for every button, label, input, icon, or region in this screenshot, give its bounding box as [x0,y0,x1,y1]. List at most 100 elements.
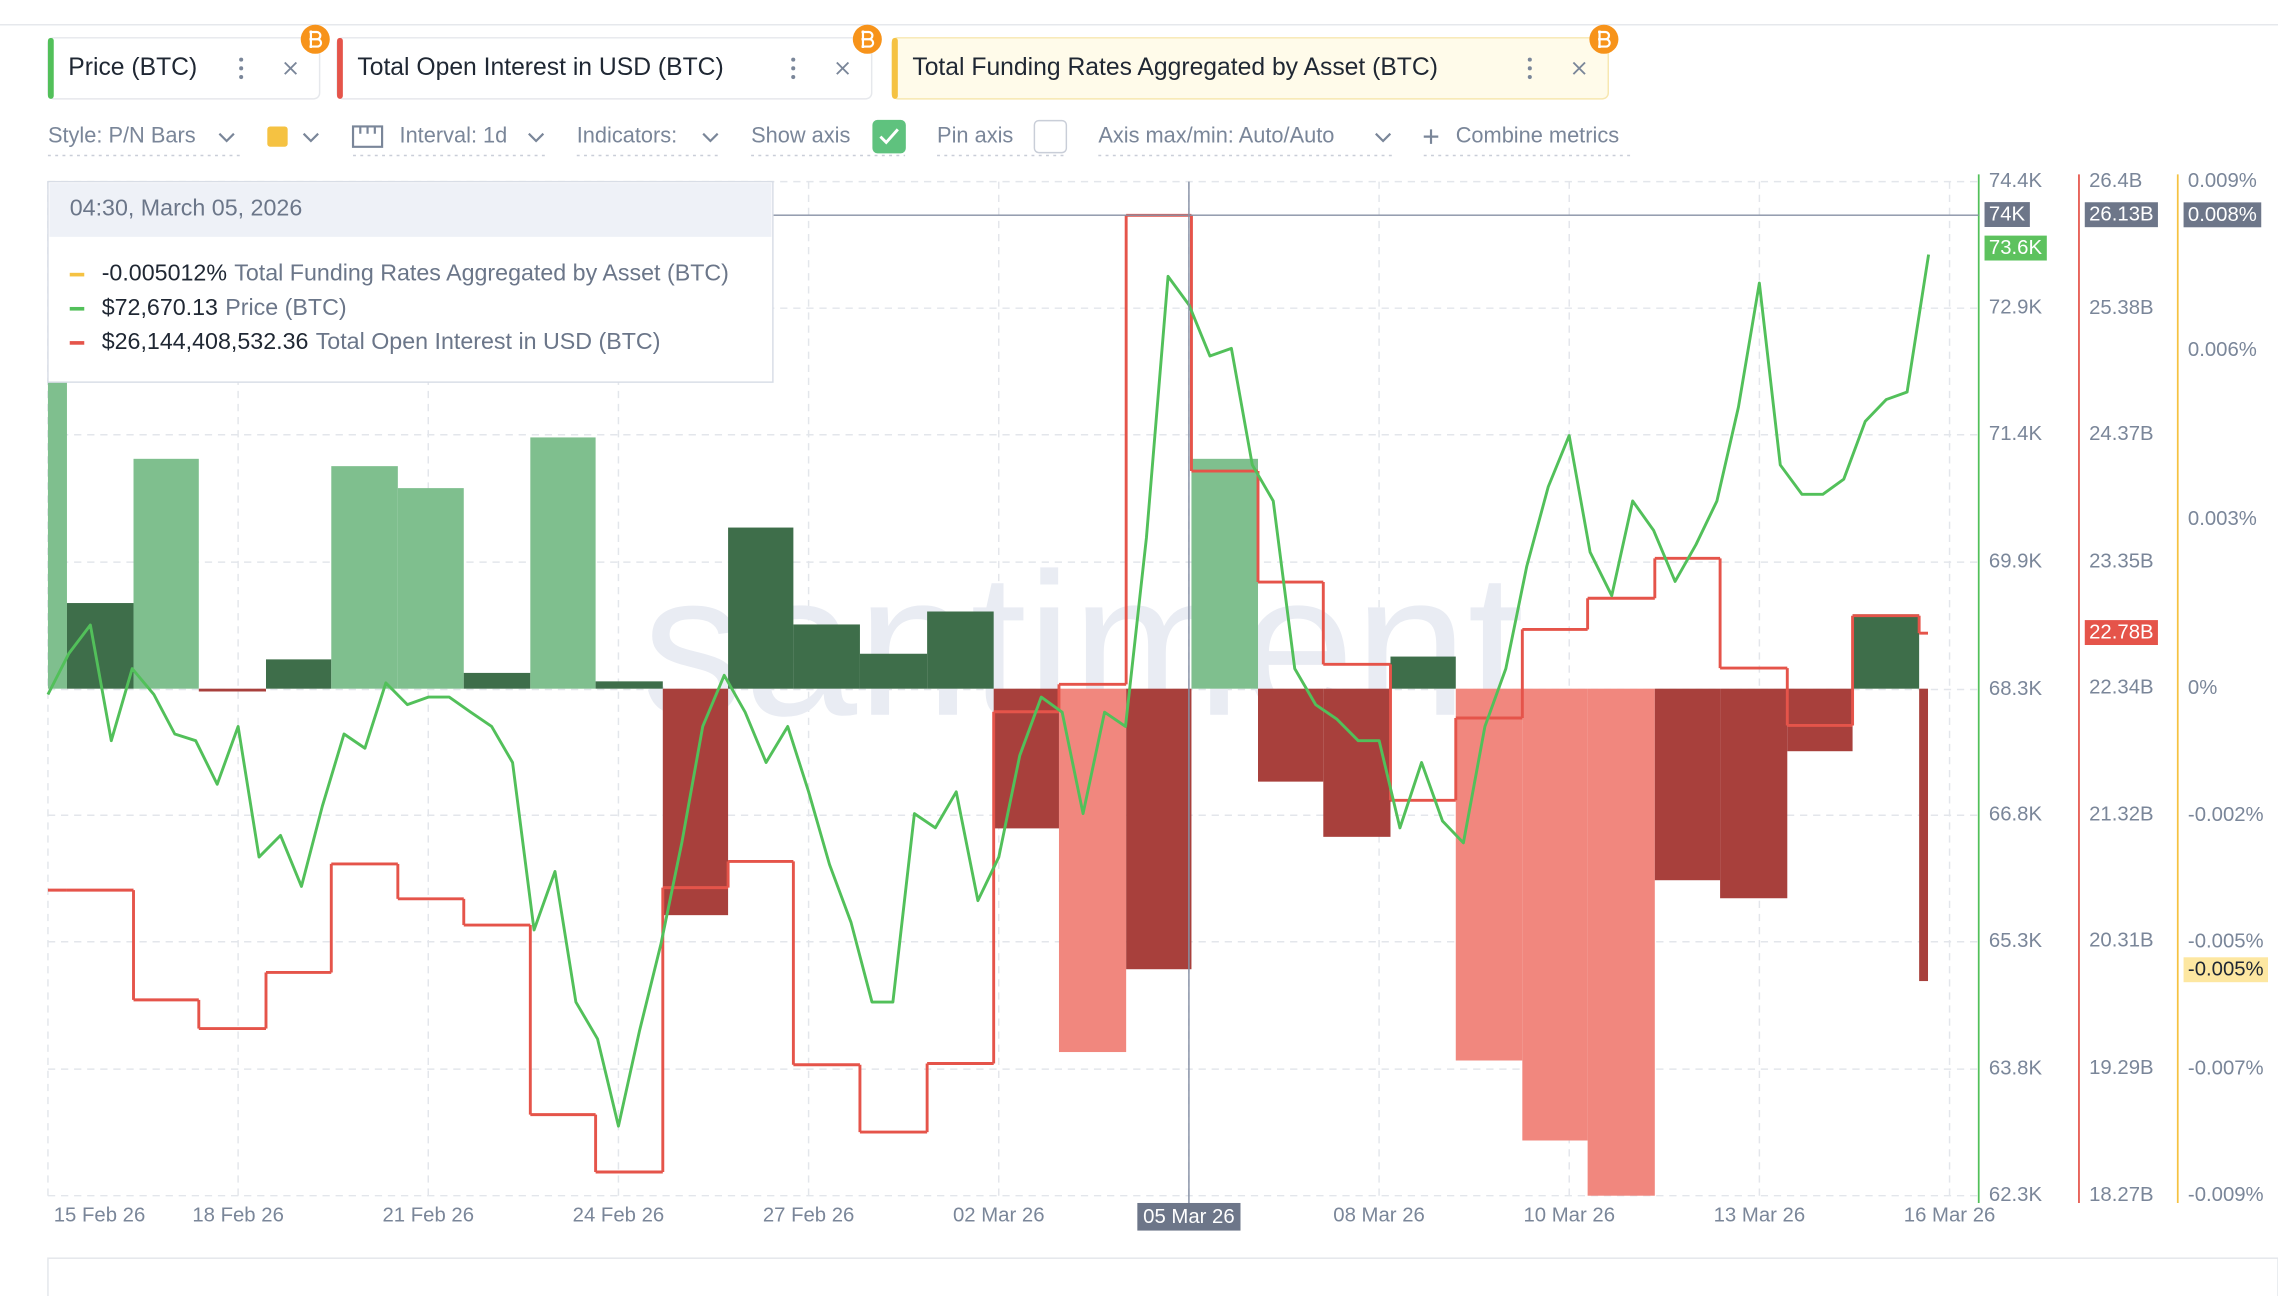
funding-bar [927,611,994,689]
toolbar: Style: P/N Bars Interval: 1d Indicators:… [48,119,1635,157]
tab-label: Price (BTC) [68,54,197,81]
y-tick-label: 0.006% [2188,339,2257,361]
tab-stripe [47,37,54,99]
x-tick-label: 24 Feb 26 [573,1204,665,1226]
metric-tabs: Price (BTC) Total Open Interest in USD (B… [47,24,1619,100]
close-icon[interactable] [836,61,850,75]
axis-badge-label: 26.13B [2089,204,2153,226]
x-tick-label: 08 Mar 26 [1333,1204,1425,1226]
menu-dot [239,66,244,71]
x-tick-label: 15 Feb 26 [54,1204,146,1226]
crosshair-date-badge [1137,1202,1241,1231]
menu-dot [791,57,796,62]
x-tick-label: 16 Mar 26 [1904,1204,1996,1226]
bitcoin-glyph [861,30,875,48]
funding-bar [1323,688,1391,837]
tab-stripe [337,37,343,99]
y-tick-label: -0.005% [2188,931,2264,953]
chevron [702,132,719,143]
y-tick-label: 0.003% [2188,508,2257,530]
menu-dot [1527,66,1532,71]
menu-dot [791,66,796,71]
close-icon[interactable] [1572,61,1586,75]
bitcoin-glyph [1598,30,1611,48]
axis-badge [2084,202,2158,228]
chevron [528,132,545,143]
chart: santiment.74.4K72.9K71.4K69.9K68.3K66.8K… [46,170,2269,1231]
combine-metrics[interactable]: Combine metrics [1456,122,1620,147]
y-tick-label: 62.3K [1989,1184,2043,1206]
axis-minmax-select[interactable]: Axis max/min: Auto/Auto [1098,122,1334,147]
funding-bar [1720,688,1788,899]
tooltip-value: $72,670.13 [102,294,218,320]
tooltip-header [49,183,772,237]
metric-tab[interactable]: Total Funding Rates Aggregated by Asset … [891,24,1619,100]
y-tick-label: 71.4K [1989,423,2043,445]
y-tick-label: 65.3K [1989,930,2043,952]
interval-select[interactable]: Interval: 1d [400,122,508,147]
axis-badge [1984,235,2047,261]
bitcoin-glyph [309,30,323,48]
funding-bar [1455,688,1523,1061]
plus-icon [1423,129,1439,144]
chevron [302,132,319,143]
funding-bar [793,624,860,689]
menu-dot [791,75,796,80]
tooltip-title: 04:30, March 05, 2026 [70,194,303,220]
show-axis-label[interactable]: Show axis [751,122,850,147]
checkbox[interactable] [1033,119,1068,154]
check-mark [879,128,899,145]
indicators-select[interactable]: Indicators: [577,122,677,147]
tab-label: Total Open Interest in USD (BTC) [357,54,723,81]
y-tick-label: 0% [2188,677,2217,699]
y-tick-label: 24.37B [2089,423,2153,445]
y-tick-label: -0.007% [2188,1057,2264,1079]
navigator[interactable] [47,1257,2278,1296]
y-tick-label: 68.3K [1989,678,2043,700]
tooltip-value: $26,144,408,532.36 [102,328,309,354]
style-select[interactable]: Style: P/N Bars [48,122,196,147]
show-axis-checkbox[interactable] [872,119,906,154]
x-tick-label: 02 Mar 26 [953,1204,1045,1226]
y-tick-label: -0.009% [2188,1184,2264,1206]
close-icon[interactable] [284,61,298,75]
funding-bar [1126,688,1192,970]
funding-bar [1191,458,1259,689]
tab-stripe [892,37,898,99]
funding-bar [47,370,67,689]
pin-axis-label[interactable]: Pin axis [937,122,1013,147]
y-tick-label: 20.31B [2089,930,2153,952]
tooltip-row: $26,144,408,532.36 Total Open Interest in… [102,328,661,354]
y-tick-label: 69.9K [1989,551,2043,573]
axis-badge-label: 74K [1989,204,2026,226]
pin-axis-checkbox[interactable] [1033,119,1068,154]
chevron [1375,132,1392,143]
y-tick-label: 66.8K [1989,804,2043,826]
axis-badge-label: 22.78B [2089,622,2153,644]
menu-dot [239,75,244,80]
axis-badge-label: 0.008% [2188,204,2257,226]
funding-bar [1587,688,1655,1196]
funding-bar [728,527,794,689]
ruler-icon [351,125,384,148]
y-tick-label: 0.009% [2188,170,2257,192]
color-picker[interactable] [267,126,288,147]
y-tick-label: 25.38B [2089,297,2153,319]
tab-label: Total Funding Rates Aggregated by Asset … [912,54,1438,81]
checkbox[interactable] [872,119,906,154]
metric-tab[interactable]: Total Open Interest in USD (BTC) [336,24,882,100]
menu-dot [1527,57,1532,62]
x-tick-label: 13 Mar 26 [1714,1204,1806,1226]
tooltip: 04:30, March 05, 2026 -0.005012% Total Fu… [47,180,774,383]
x-tick-label: 27 Feb 26 [763,1204,855,1226]
y-tick-label: 74.4K [1989,170,2043,192]
funding-bar [1919,688,1929,982]
axis-badge [2084,620,2158,646]
funding-bar [1522,688,1588,1141]
metric-tab[interactable]: Price (BTC) [47,24,330,100]
axis-badge-label: -0.005% [2188,959,2264,981]
tooltip-value: -0.005012% [102,260,227,286]
y-tick-label: 19.29B [2089,1057,2153,1079]
funding-bar [1787,688,1853,752]
